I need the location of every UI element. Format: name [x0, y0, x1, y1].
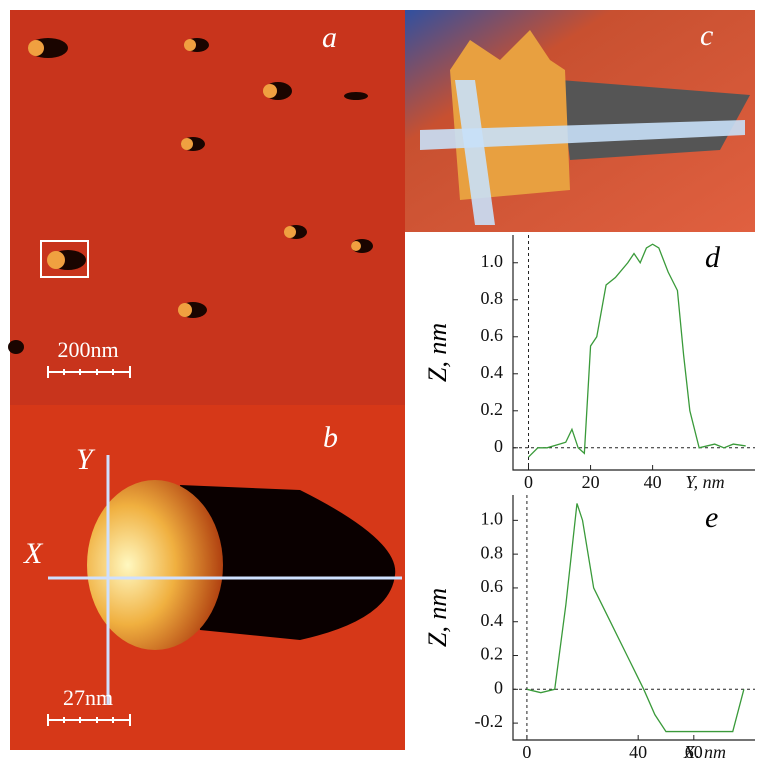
x-axis-label: Y, nm	[685, 472, 724, 492]
panel-b: b Y X 27nm	[10, 405, 405, 750]
panel-c: c	[405, 10, 755, 232]
x-axis-label: X, nm	[683, 742, 726, 758]
x-tick-label: 40	[644, 472, 662, 492]
x-tick-label: 0	[524, 472, 533, 492]
x-tick-label: 40	[629, 742, 647, 758]
y-tick-label: 0	[494, 677, 503, 697]
x-tick-label: 20	[582, 472, 600, 492]
y-axis-label: Z, nm	[423, 323, 452, 382]
y-tick-label: 0.2	[481, 399, 504, 419]
y-tick-label: 0.6	[481, 325, 504, 345]
y-tick-label: 0	[494, 436, 503, 456]
y-tick-label: 0.8	[481, 288, 504, 308]
figure: a 200nm b Y X 27nm c 0 0.2 0.4 0.6 0.8 1.0 0 20…	[0, 0, 766, 758]
panel-label: c	[700, 19, 713, 52]
panel-a: a 200nm	[8, 10, 405, 405]
axis-letter: X	[23, 537, 44, 570]
panel-label: a	[322, 21, 337, 54]
y-axis-label: Z, nm	[423, 588, 452, 647]
y-tick-label: 0.8	[481, 542, 504, 562]
y-tick-label: 1.0	[481, 508, 504, 528]
panel-label: d	[705, 241, 721, 274]
scale-label: 27nm	[63, 685, 113, 710]
panel-label: b	[323, 421, 338, 454]
plot-background	[405, 232, 766, 758]
y-tick-label: -0.2	[475, 711, 504, 731]
y-tick-label: 0.4	[481, 610, 504, 630]
y-tick-label: 0.2	[481, 644, 504, 664]
y-tick-label: 1.0	[481, 251, 504, 271]
scale-label: 200nm	[57, 337, 118, 362]
x-tick-label: 0	[522, 742, 531, 758]
y-tick-label: 0.6	[481, 576, 504, 596]
panel-label: e	[705, 501, 718, 534]
y-tick-label: 0.4	[481, 362, 504, 382]
